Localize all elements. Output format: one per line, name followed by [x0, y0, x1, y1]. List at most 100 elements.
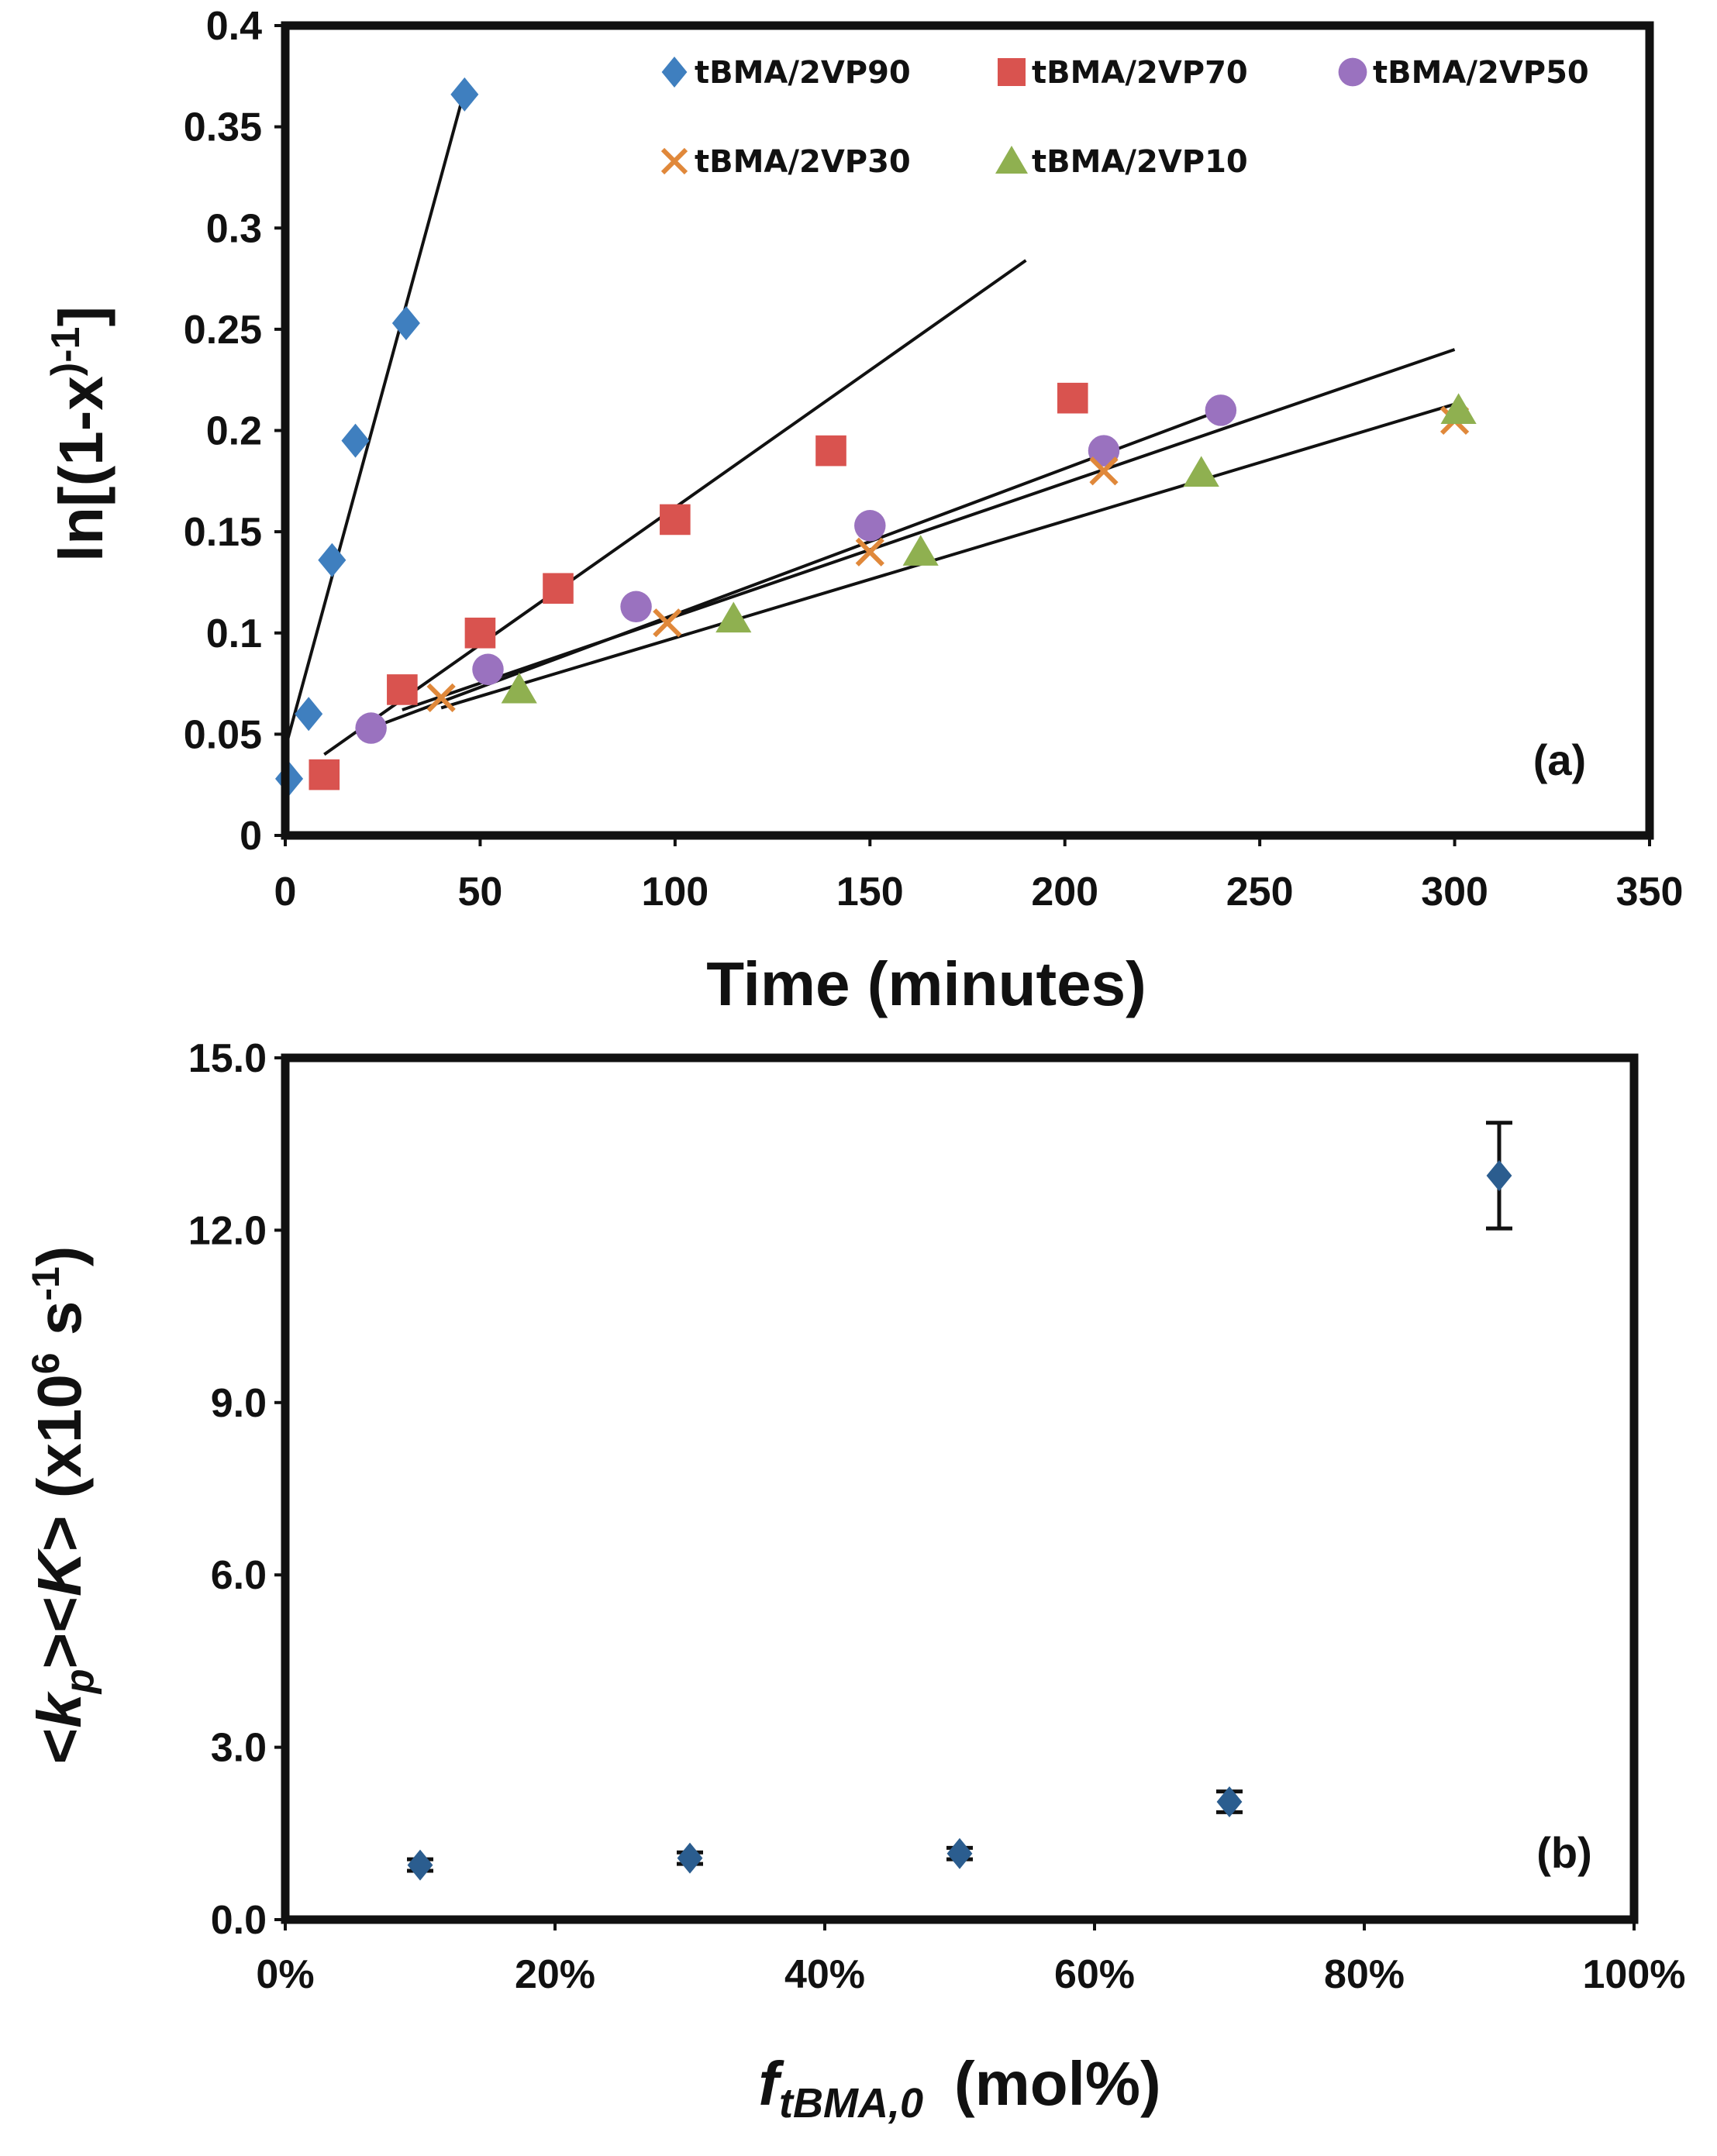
chart-a-x-tick-label: 300 — [1421, 870, 1488, 914]
chart-a-point-s1 — [391, 306, 420, 341]
chart-b-x-tick-label: 60% — [1054, 1952, 1135, 1997]
chart-a-x-tick-label: 250 — [1226, 870, 1294, 914]
chart-b-y-title-unit: s — [25, 1301, 94, 1353]
chart-a-y-tick-label: 0.1 — [206, 611, 262, 656]
chart-b-y-tick-label: 15.0 — [188, 1036, 267, 1081]
chart-a-y-tick-label: 0.05 — [184, 712, 262, 757]
chart-a-point-s3 — [1205, 394, 1237, 426]
chart-a-point-s1 — [450, 77, 479, 112]
chart-b-y-title-lt: < — [25, 1728, 94, 1765]
chart-a-point-s3 — [620, 591, 652, 623]
chart-a-point-s3 — [854, 510, 886, 542]
chart-a-legend-label-3: tBMA/2VP50 — [1373, 55, 1589, 91]
chart-b-x-tick-labels: 0% 20% 40% 60% 80% 100% — [256, 1952, 1685, 1997]
chart-a-fit-line-3 — [370, 408, 1222, 730]
chart-a-y-title-end: ] — [47, 306, 116, 327]
chart-b-plot-frame — [281, 1053, 1639, 1924]
chart-a-point-s4 — [426, 683, 456, 712]
chart-a-y-tick-labels: 0 0.05 0.1 0.15 0.2 0.25 0.3 0.35 0.4 — [184, 4, 262, 859]
chart-b-y-title-exp6: 6 — [24, 1352, 67, 1374]
chart-a-y-title-sup: )-1 — [43, 327, 88, 377]
chart-b-y-title-mid: >< — [25, 1596, 94, 1669]
chart-b-y-title-K: K — [25, 1548, 94, 1596]
chart-b-y-title-post: > (x10 — [25, 1374, 94, 1552]
chart-a-legend-marker-5 — [995, 146, 1028, 174]
chart-b-x-tick-label: 80% — [1324, 1952, 1405, 1997]
chart-b-point — [1486, 1159, 1512, 1191]
chart-b-y-title-expm1: -1 — [24, 1266, 67, 1300]
chart-a-y-tick-label: 0 — [240, 814, 262, 859]
chart-panel-b: 0% 20% 40% 60% 80% 100% 0.03.06.09.012.015.0 … — [24, 1036, 1686, 2127]
chart-b-x-tick-label: 20% — [515, 1952, 595, 1997]
chart-a-point-s3 — [1088, 435, 1120, 467]
chart-b-axis-ticks — [274, 1056, 1636, 1930]
chart-b-y-tick-labels: 0.0 3.0 6.0 9.0 12.0 15.0 — [188, 1036, 267, 1943]
chart-a-point-s5 — [1183, 456, 1219, 487]
chart-a-panel-label: (a) — [1533, 735, 1586, 784]
chart-a-legend-marker-2 — [998, 58, 1026, 86]
chart-a-y-tick-label: 0.4 — [206, 4, 262, 49]
chart-b-point — [407, 1849, 433, 1881]
chart-a-point-s1 — [318, 542, 347, 577]
chart-a-x-tick-label: 0 — [274, 870, 297, 914]
chart-a-y-tick-label: 0.25 — [184, 308, 262, 353]
chart-a-point-s2 — [387, 674, 418, 705]
chart-a-y-tick-label: 0.15 — [184, 510, 262, 555]
chart-a-legend: tBMA/2VP90 tBMA/2VP70 tBMA/2VP50 tBMA/2VP30… — [660, 55, 1589, 180]
chart-a-plot-frame — [281, 21, 1654, 840]
chart-a-axis-ticks — [274, 24, 1651, 846]
chart-a-y-tick-label: 0.35 — [184, 105, 262, 150]
chart-a-legend-marker-3 — [1338, 57, 1367, 87]
chart-b-point — [946, 1837, 973, 1869]
chart-a-fit-line-5 — [440, 402, 1456, 710]
chart-b-y-tick-label: 12.0 — [188, 1208, 267, 1253]
chart-a-point-s1 — [341, 423, 370, 458]
chart-b-x-tick-label: 100% — [1583, 1952, 1686, 1997]
chart-a-point-s3 — [472, 653, 504, 686]
chart-a-point-s2 — [464, 617, 496, 649]
chart-b-y-tick-label: 3.0 — [211, 1726, 267, 1771]
chart-a-legend-label-1: tBMA/2VP90 — [695, 55, 911, 91]
chart-a-point-s2 — [309, 759, 340, 790]
chart-b-panel-label: (b) — [1536, 1828, 1592, 1877]
chart-a-point-s5 — [501, 672, 537, 704]
chart-a-legend-label-4: tBMA/2VP30 — [695, 144, 911, 180]
chart-a-data-points — [274, 77, 1477, 796]
chart-b-point — [677, 1842, 703, 1874]
chart-b-y-tick-label: 6.0 — [211, 1553, 267, 1598]
chart-a-y-tick-label: 0.2 — [206, 409, 262, 454]
chart-a-point-s5 — [902, 535, 939, 566]
chart-a-x-tick-label: 200 — [1031, 870, 1098, 914]
chart-b-y-title-k: k — [25, 1691, 94, 1728]
chart-a-y-tick-label: 0.3 — [206, 206, 262, 251]
chart-b-error-bars — [407, 1121, 1512, 1873]
chart-b-y-tick-label: 9.0 — [211, 1381, 267, 1426]
chart-a-point-s5 — [1440, 393, 1477, 424]
chart-a-y-axis-title: ln[(1-x)-1] — [43, 306, 116, 562]
chart-a-fit-line-4 — [402, 348, 1456, 711]
chart-a-x-tick-label: 50 — [458, 870, 503, 914]
chart-a-point-s5 — [715, 601, 752, 633]
chart-a-point-s4 — [1089, 456, 1119, 486]
chart-a-point-s3 — [355, 712, 387, 744]
chart-a-x-tick-label: 100 — [641, 870, 709, 914]
chart-a-x-tick-label: 350 — [1616, 870, 1684, 914]
chart-a-point-s2 — [543, 573, 574, 604]
chart-a-fit-lines — [284, 90, 1456, 756]
chart-a-fit-line-1 — [284, 90, 467, 749]
chart-b-point — [1216, 1786, 1243, 1818]
chart-b-x-title-sub: tBMA,0 — [779, 2080, 923, 2127]
chart-a-x-tick-labels: 0 50 100 150 200 250 300 350 — [274, 870, 1684, 914]
chart-a-x-axis-title: Time (minutes) — [706, 949, 1146, 1018]
chart-a-point-s4 — [653, 608, 682, 638]
chart-b-x-axis-title: ftBMA,0 (mol%) — [758, 2049, 1160, 2127]
chart-a-point-s4 — [855, 537, 884, 567]
chart-a-y-title-main: ln[(1-x — [47, 376, 116, 562]
chart-b-x-title-unit: (mol%) — [954, 2049, 1161, 2118]
chart-a-point-s2 — [815, 435, 846, 467]
chart-a-legend-marker-1 — [661, 57, 688, 88]
chart-b-x-tick-label: 0% — [256, 1952, 314, 1997]
chart-b-data-points — [407, 1159, 1512, 1881]
chart-panel-a: 0 50 100 150 200 250 300 350 0 0.05 0.1 0.15 0.2 0.2… — [43, 4, 1683, 1018]
